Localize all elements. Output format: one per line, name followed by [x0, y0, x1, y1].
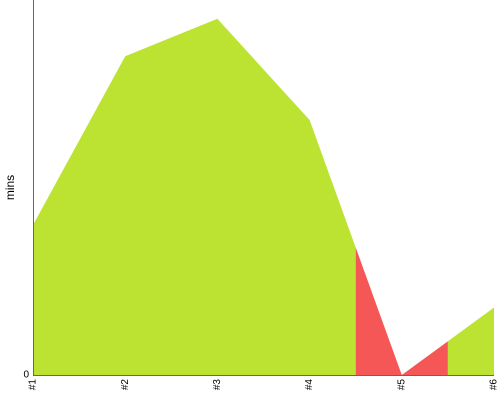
- x-tick-labels: #1 #2 #3 #4 #5 #6: [28, 379, 500, 391]
- y-axis-title: mins: [3, 175, 17, 200]
- area-series-highlight: [355, 247, 448, 375]
- x-tick-label: #3: [212, 379, 223, 391]
- y-tick-label: 0: [23, 370, 29, 381]
- x-tick-label: #1: [28, 379, 39, 391]
- y-tick-labels: 0: [23, 370, 29, 381]
- area-layer: [33, 18, 494, 375]
- x-tick-label: #2: [120, 379, 131, 391]
- area-series-main: [33, 18, 356, 375]
- area-series-tail: [447, 307, 494, 375]
- x-tick-label: #6: [489, 379, 500, 391]
- x-tick-label: #4: [304, 379, 315, 391]
- x-tick-label: #5: [396, 379, 407, 391]
